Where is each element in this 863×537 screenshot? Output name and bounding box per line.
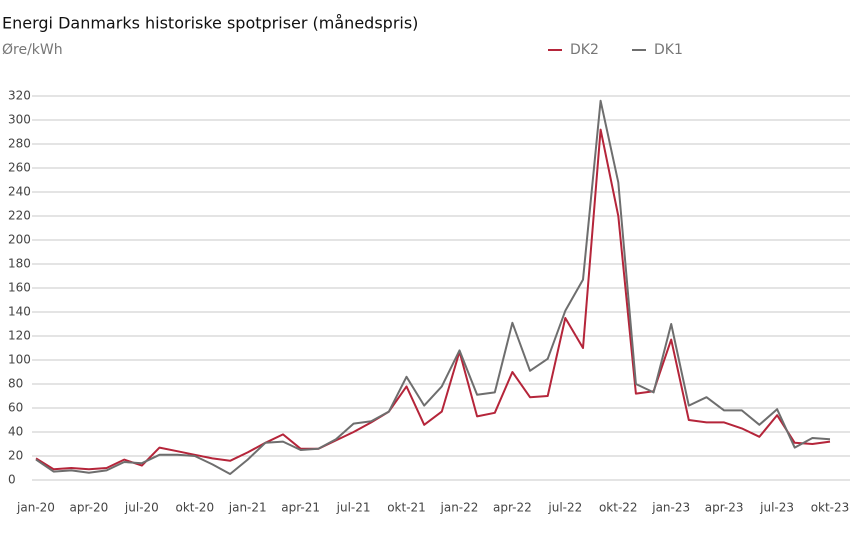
y-axis-label: Øre/kWh [2, 42, 63, 58]
x-tick-label: okt-23 [811, 501, 850, 515]
y-tick-label: 160 [8, 281, 31, 295]
x-tick-label: jul-22 [547, 501, 582, 515]
x-tick-label: okt-22 [599, 501, 638, 515]
x-tick-label: jan-23 [651, 501, 690, 515]
y-tick-label: 80 [8, 377, 23, 391]
x-tick-label: jul-21 [336, 501, 371, 515]
y-tick-label: 40 [8, 425, 23, 439]
line-series [35, 99, 831, 475]
x-tick-label: jan-21 [228, 501, 267, 515]
y-tick-label: 240 [8, 185, 31, 199]
legend-label: DK2 [570, 42, 599, 58]
x-tick-label: jan-22 [440, 501, 479, 515]
y-tick-label: 20 [8, 449, 23, 463]
y-tick-label: 280 [8, 137, 31, 151]
legend-label: DK1 [654, 42, 683, 58]
y-tick-label: 200 [8, 233, 31, 247]
y-tick-label: 100 [8, 353, 31, 367]
x-tick-label: apr-23 [705, 501, 744, 515]
y-tick-label: 320 [8, 89, 31, 103]
x-tick-label: apr-21 [281, 501, 320, 515]
line-series [35, 128, 831, 471]
y-tick-label: 60 [8, 401, 23, 415]
chart-title: Energi Danmarks historiske spotpriser (m… [2, 14, 418, 33]
y-tick-label: 300 [8, 113, 31, 127]
y-tick-label: 180 [8, 257, 31, 271]
x-tick-label: jan-20 [16, 501, 55, 515]
x-tick-label: okt-21 [387, 501, 426, 515]
x-tick-label: okt-20 [175, 501, 214, 515]
y-tick-label: 220 [8, 209, 31, 223]
x-tick-label: apr-20 [70, 501, 109, 515]
y-tick-label: 120 [8, 329, 31, 343]
y-tick-label: 0 [8, 473, 16, 487]
x-tick-label: jul-20 [124, 501, 159, 515]
y-tick-label: 140 [8, 305, 31, 319]
x-tick-label: apr-22 [493, 501, 532, 515]
y-tick-label: 260 [8, 161, 31, 175]
x-tick-label: jul-23 [759, 501, 794, 515]
